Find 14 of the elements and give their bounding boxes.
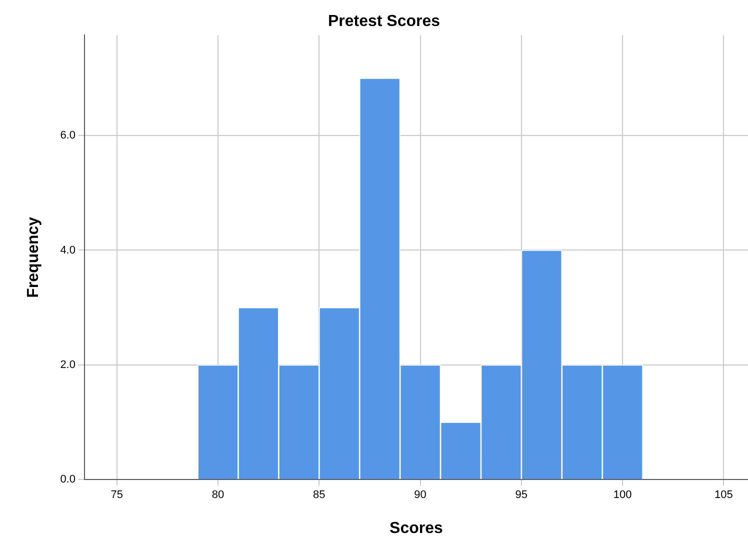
y-tick-label: 0.0 [60, 474, 76, 486]
x-tick-label: 85 [313, 489, 326, 502]
x-axis-title: Scores [390, 520, 444, 537]
x-tick-label: 105 [714, 489, 733, 502]
y-axis-title: Frequency [25, 216, 42, 298]
y-tick-label: 2.0 [60, 358, 76, 371]
y-tick-label: 4.0 [60, 244, 76, 256]
x-tick-label: 100 [613, 489, 632, 502]
x-tick-label: 95 [515, 489, 528, 502]
y-tick-label: 6.0 [60, 130, 76, 142]
x-tick-label: 75 [110, 489, 123, 502]
chart-title: Pretest Scores [328, 13, 440, 30]
x-tick-label: 80 [212, 489, 224, 502]
x-tick-label: 90 [414, 489, 426, 502]
